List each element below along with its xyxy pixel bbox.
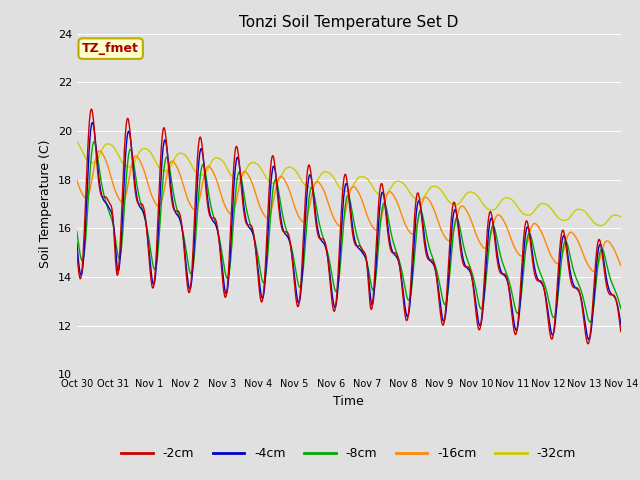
Y-axis label: Soil Temperature (C): Soil Temperature (C) bbox=[39, 140, 52, 268]
Text: TZ_fmet: TZ_fmet bbox=[82, 42, 139, 55]
X-axis label: Time: Time bbox=[333, 395, 364, 408]
Title: Tonzi Soil Temperature Set D: Tonzi Soil Temperature Set D bbox=[239, 15, 458, 30]
Legend: -2cm, -4cm, -8cm, -16cm, -32cm: -2cm, -4cm, -8cm, -16cm, -32cm bbox=[116, 442, 581, 465]
